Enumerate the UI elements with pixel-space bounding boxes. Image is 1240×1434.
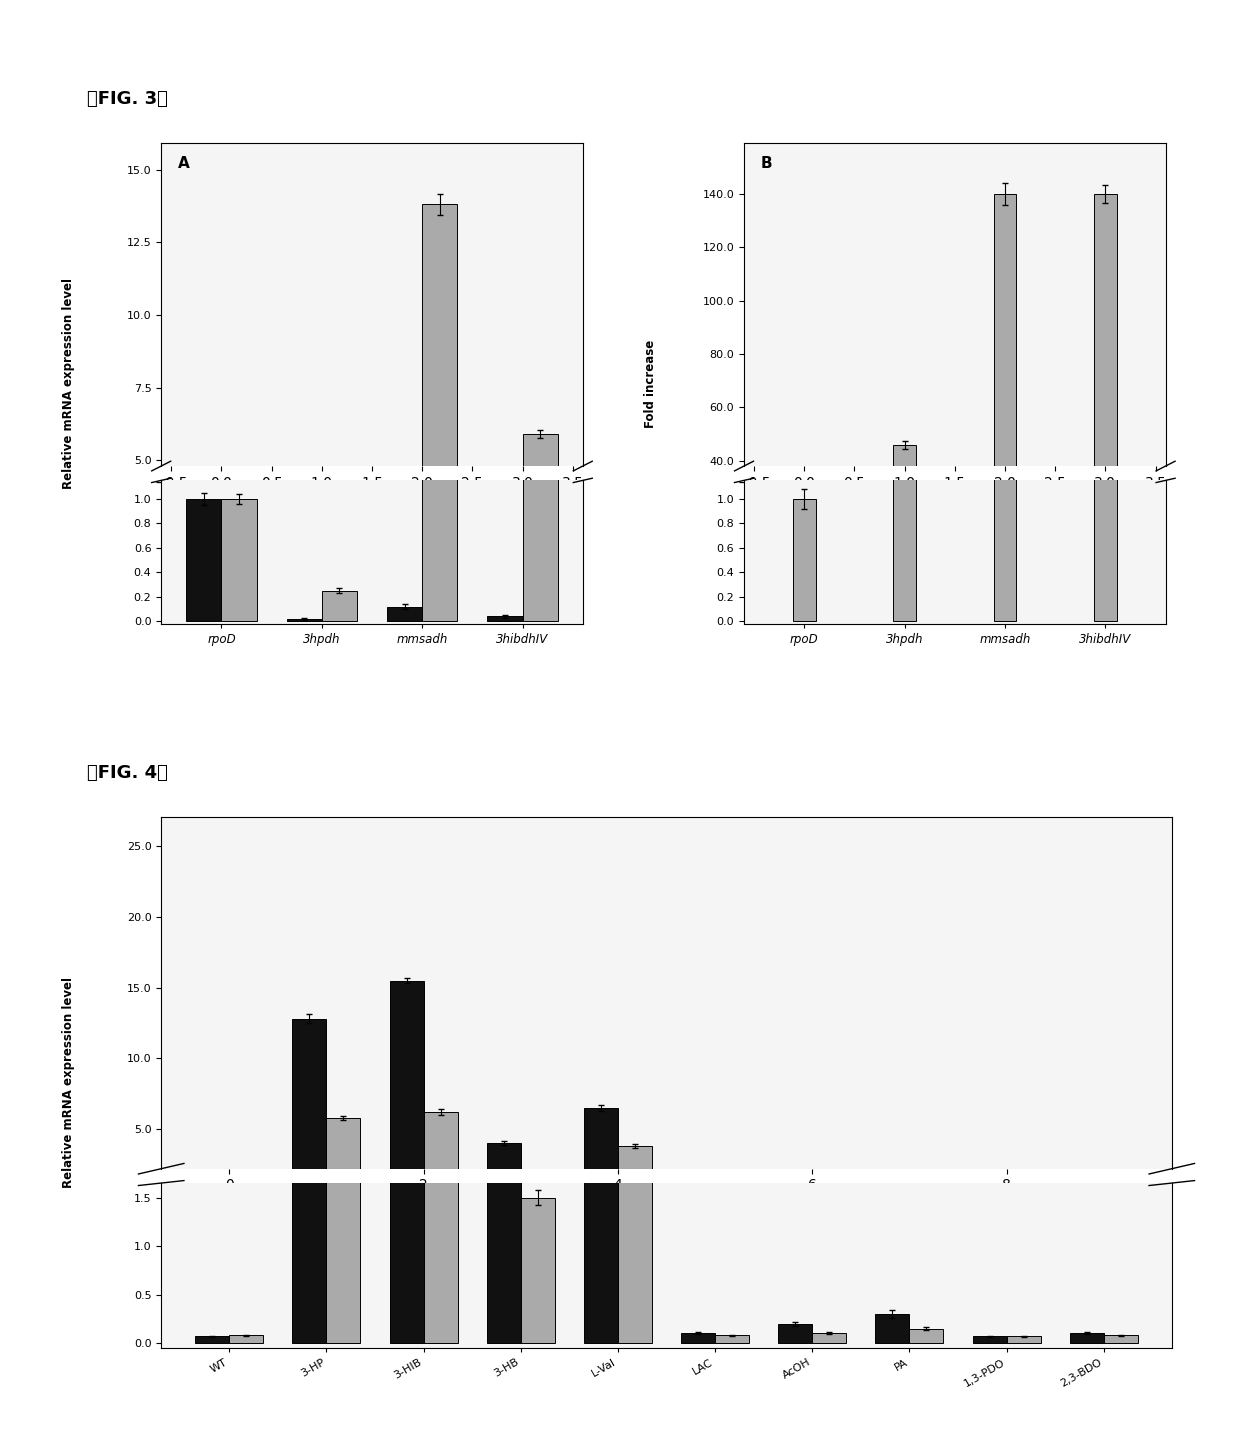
Bar [715, 1335, 749, 1344]
Bar [229, 1335, 263, 1344]
Bar [293, 102, 326, 1344]
Bar [521, 1197, 554, 1344]
Bar [195, 1336, 229, 1344]
Bar [424, 1113, 458, 1200]
Bar [909, 1197, 944, 1200]
Bar [522, 0, 558, 621]
Bar [422, 205, 458, 605]
Bar [972, 1336, 1007, 1344]
Text: Relative mRNA expression level: Relative mRNA expression level [62, 977, 74, 1189]
Text: B: B [761, 156, 773, 171]
Bar [522, 435, 558, 605]
Bar [422, 0, 458, 621]
Bar [618, 1146, 652, 1200]
Bar [792, 499, 816, 621]
Bar [779, 1197, 812, 1200]
Bar [389, 981, 424, 1200]
Bar [322, 591, 357, 621]
Text: Relative mRNA expression level: Relative mRNA expression level [62, 278, 74, 489]
Bar [487, 1143, 521, 1200]
Bar [1094, 0, 1117, 621]
Bar [293, 1018, 326, 1200]
Bar [487, 617, 522, 621]
Bar [186, 576, 222, 605]
Bar [993, 0, 1017, 621]
Bar [618, 975, 652, 1344]
Text: 』FIG. 4』: 』FIG. 4』 [87, 763, 167, 782]
Bar [893, 445, 916, 568]
Bar [792, 565, 816, 568]
Bar [681, 1334, 715, 1344]
Bar [222, 499, 257, 621]
Bar [326, 1117, 361, 1200]
Text: A: A [179, 156, 190, 171]
Bar [387, 602, 422, 605]
Bar [326, 780, 361, 1344]
Bar [909, 1328, 944, 1344]
Bar [424, 741, 458, 1344]
Text: 』FIG. 3』: 』FIG. 3』 [87, 89, 167, 108]
Text: Fold increase: Fold increase [645, 340, 657, 427]
Bar [521, 1179, 554, 1200]
Bar [1094, 194, 1117, 568]
Bar [389, 0, 424, 1344]
Bar [893, 0, 916, 621]
Bar [186, 499, 222, 621]
Bar [584, 1108, 618, 1200]
Bar [387, 607, 422, 621]
Bar [584, 713, 618, 1344]
Bar [993, 194, 1017, 568]
Bar [322, 598, 357, 605]
Bar [1104, 1335, 1138, 1344]
Bar [875, 1314, 909, 1344]
Bar [487, 955, 521, 1344]
Bar [812, 1334, 846, 1344]
Bar [222, 576, 257, 605]
Bar [875, 1196, 909, 1200]
Bar [1007, 1336, 1040, 1344]
Bar [779, 1324, 812, 1344]
Bar [1070, 1334, 1104, 1344]
Bar [286, 619, 322, 621]
